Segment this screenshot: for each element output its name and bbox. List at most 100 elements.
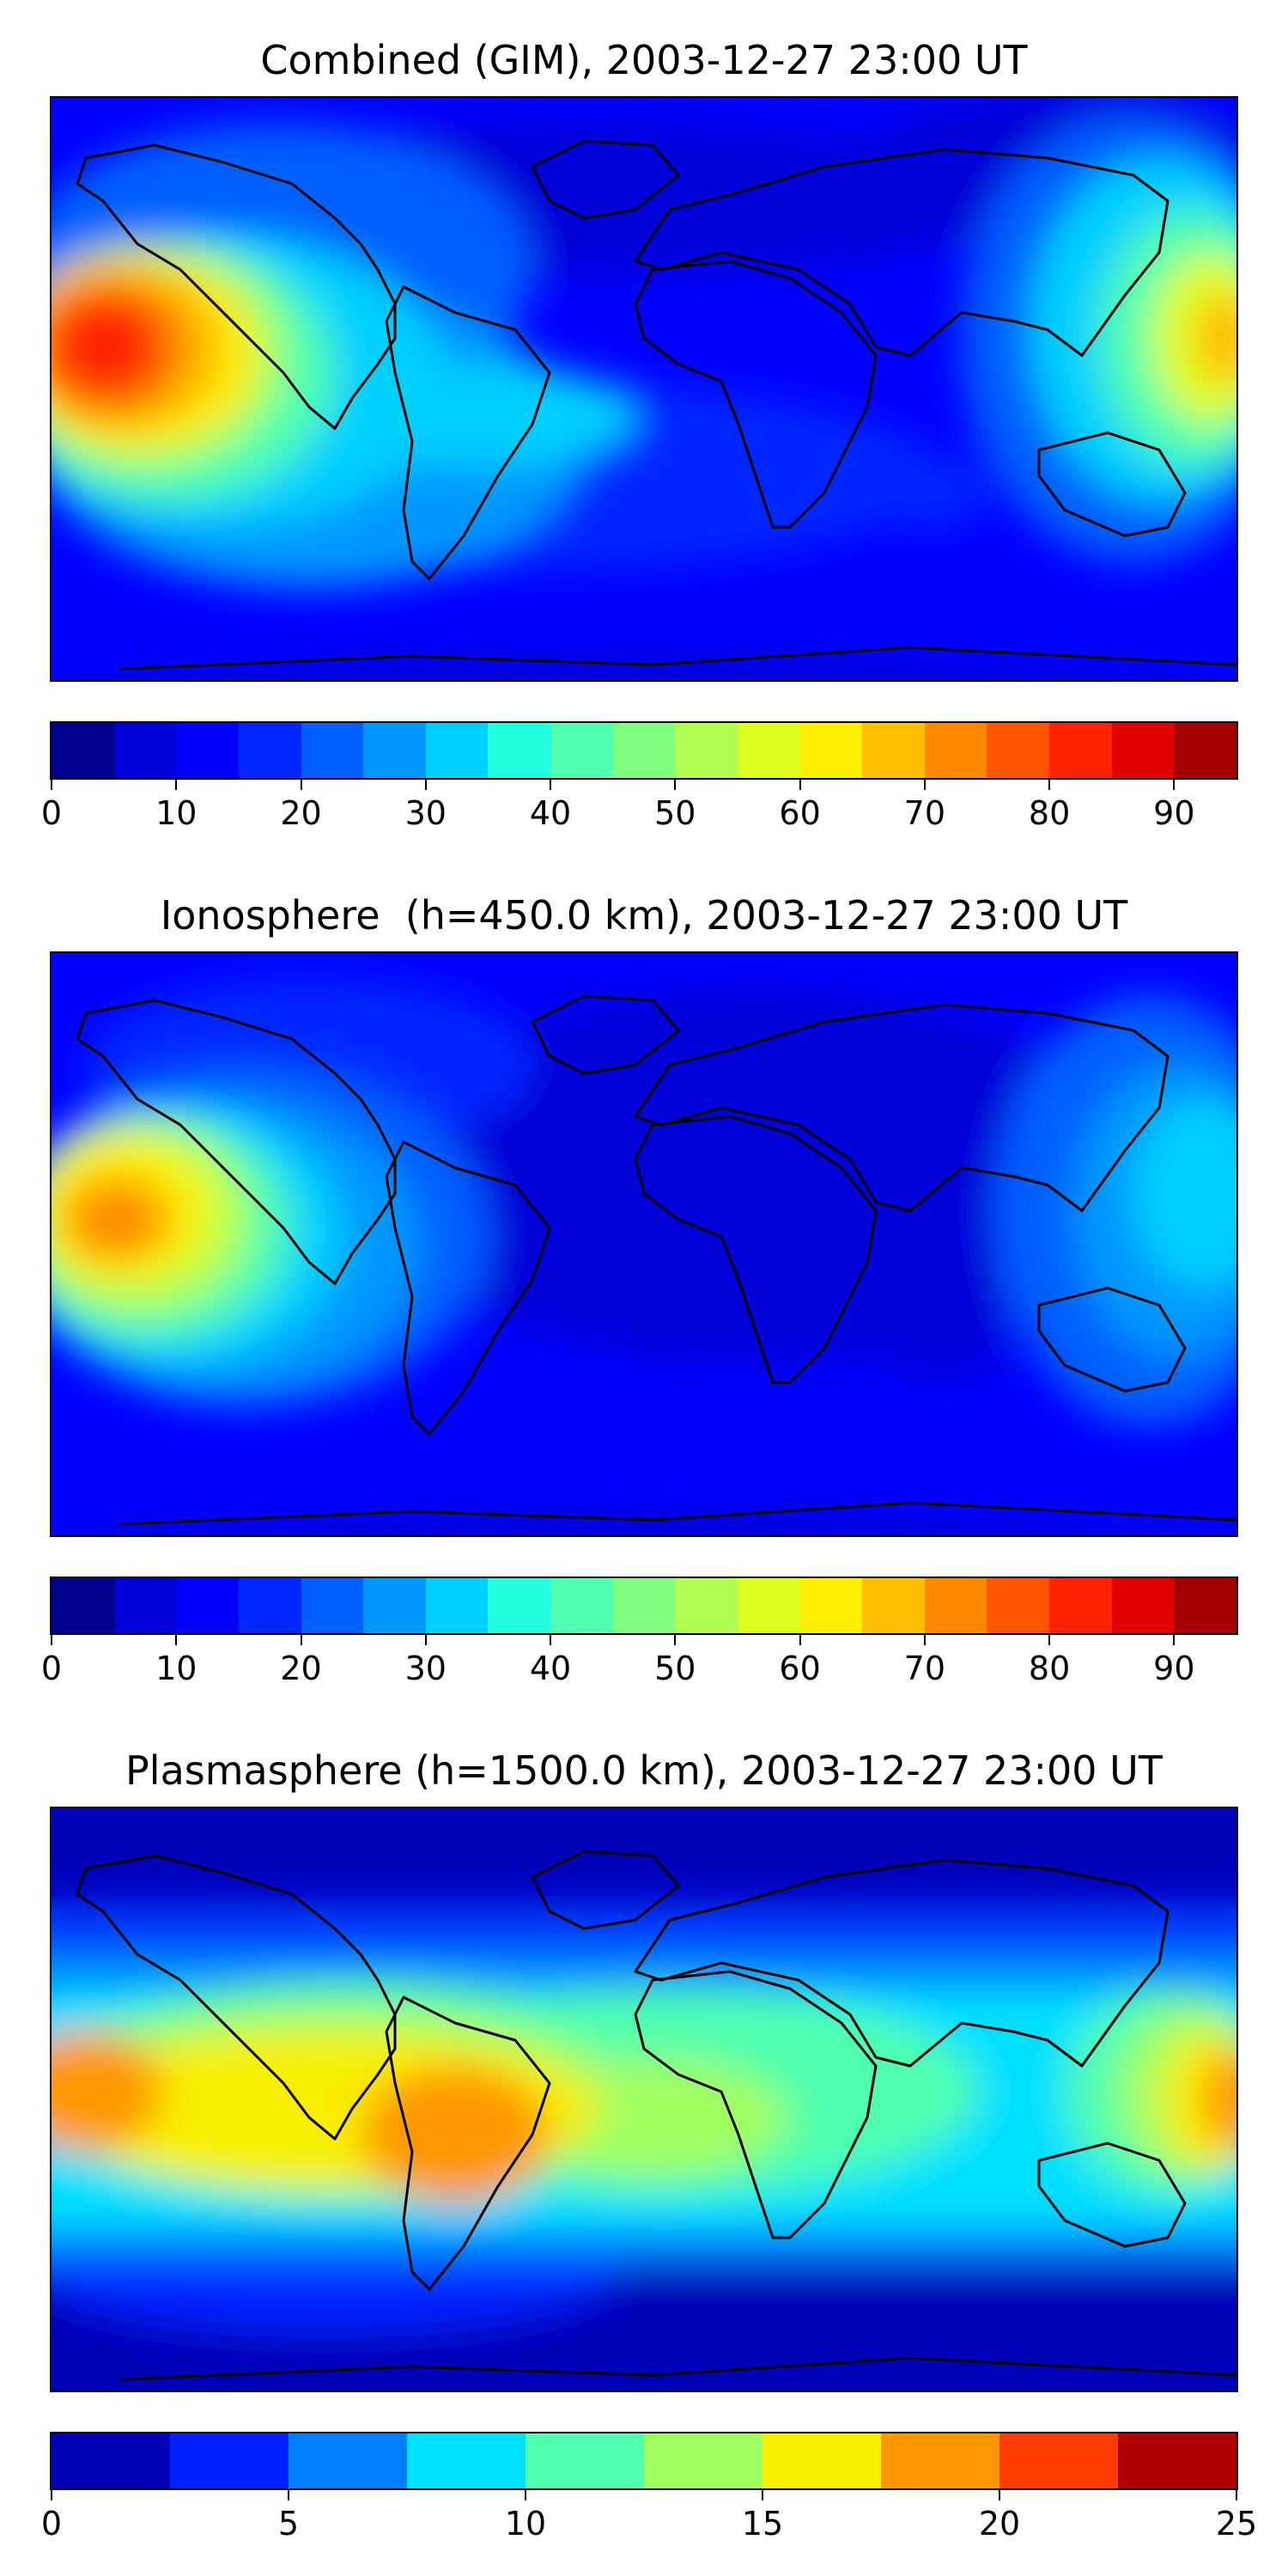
panel-title-plasmasphere: Plasmasphere (h=1500.0 km), 2003-12-27 2…: [125, 1747, 1163, 1794]
map-ionosphere: [50, 951, 1238, 1537]
colorbar-cell: [52, 2433, 170, 2488]
panel-title-ionosphere: Ionosphere (h=450.0 km), 2003-12-27 23:0…: [160, 892, 1128, 939]
colorbar-tick: [300, 780, 302, 790]
colorbar-cell: [675, 1578, 738, 1633]
colorbar-cell: [987, 723, 1049, 778]
colorbar-tick-label: 30: [404, 1649, 447, 1687]
map-combined: [50, 96, 1238, 682]
colorbar-tick: [999, 2490, 1000, 2500]
colorbar-cell: [762, 2433, 881, 2488]
colorbar-cell: [862, 1578, 925, 1633]
colorbar-tick: [550, 1635, 552, 1645]
colorbar-tick: [424, 1635, 427, 1645]
colorbar-cell: [407, 2433, 526, 2488]
colorbar-tick-label: 10: [155, 1649, 197, 1687]
colorbar-tick-label: 20: [978, 2505, 1021, 2543]
colorbar-cell: [1174, 1578, 1236, 1633]
colorbar-cell: [1118, 2433, 1236, 2488]
colorbar-tick: [674, 1635, 677, 1645]
colorbar-cell: [612, 1578, 676, 1633]
colorbar-cell: [1174, 723, 1236, 778]
colorbar-tick: [762, 2490, 763, 2500]
colorbar-tick-label: 0: [40, 794, 63, 832]
colorbar-ticks-combined: 0 10 20 30 40 50 60 70 80 90: [41, 780, 1238, 832]
colorbar-cell: [862, 723, 925, 778]
colorbar-cell: [301, 723, 364, 778]
colorbar-tick-label: 0: [40, 1649, 63, 1687]
colorbar-cell: [289, 2433, 407, 2488]
colorbar-cell: [1049, 1578, 1112, 1633]
colorbar-tick: [1173, 1635, 1176, 1645]
colorbar-tick-label: 40: [529, 794, 572, 832]
colorbar-tick-label: 10: [155, 794, 197, 832]
colorbar-tick: [300, 1635, 302, 1645]
colorbar-tick-label: 70: [903, 1649, 946, 1687]
colorbar-tick-label: 10: [504, 2505, 547, 2543]
colorbar-tick: [799, 1635, 801, 1645]
colorbar-tick-label: 0: [40, 2505, 63, 2543]
colorbar-cell: [737, 1578, 800, 1633]
colorbar-tick-label: 5: [277, 2505, 300, 2543]
colorbar-tick: [288, 2490, 289, 2500]
colorbar-plasmasphere: [50, 2432, 1238, 2490]
colorbar-tick: [923, 780, 926, 790]
colorbar-tick: [674, 780, 677, 790]
colorbar-cell: [488, 723, 550, 778]
colorbar-cell: [644, 2433, 762, 2488]
colorbar-cell: [924, 723, 987, 778]
colorbar-tick: [1048, 1635, 1051, 1645]
colorbar-tick-label: 70: [903, 794, 946, 832]
colorbar-cell: [1111, 723, 1175, 778]
colorbar-cell: [550, 1578, 613, 1633]
colorbar-tick-label: 20: [280, 1649, 322, 1687]
colorbar-tick: [923, 1635, 926, 1645]
colorbar-tick: [424, 780, 427, 790]
colorbar-ionosphere: [50, 1577, 1238, 1635]
colorbar-tick-label: 60: [779, 1649, 821, 1687]
colorbar-tick: [175, 1635, 178, 1645]
colorbar-tick: [525, 2490, 526, 2500]
colorbar-cell: [113, 723, 177, 778]
colorbar-cell: [238, 1578, 301, 1633]
colorbar-cell: [799, 1578, 863, 1633]
colorbar-tick: [175, 780, 178, 790]
colorbar-cell: [1049, 723, 1112, 778]
colorbar-tick-label: 30: [404, 794, 447, 832]
colorbar-cell: [488, 1578, 550, 1633]
colorbar-tick: [51, 2490, 52, 2500]
colorbar-combined: [50, 721, 1238, 780]
colorbar-tick: [1048, 780, 1051, 790]
tec-map-combined: [52, 98, 1236, 680]
colorbar-tick: [1236, 2490, 1237, 2500]
colorbar-cell: [612, 723, 676, 778]
colorbar-tick-label: 80: [1028, 794, 1071, 832]
colorbar-tick-label: 60: [779, 794, 821, 832]
colorbar-cell: [924, 1578, 987, 1633]
colorbar-cell: [550, 723, 613, 778]
colorbar-cell: [799, 723, 863, 778]
colorbar-tick-label: 90: [1153, 794, 1195, 832]
colorbar-tick: [1173, 780, 1176, 790]
colorbar-cell: [52, 723, 114, 778]
colorbar-tick: [51, 780, 52, 790]
colorbar-tick-label: 50: [654, 794, 696, 832]
colorbar-cell: [737, 723, 800, 778]
colorbar-cell: [113, 1578, 177, 1633]
colorbar-cell: [170, 2433, 289, 2488]
colorbar-tick-label: 25: [1215, 2505, 1258, 2543]
colorbar-cell: [301, 1578, 364, 1633]
colorbar-tick-label: 15: [741, 2505, 784, 2543]
colorbar-cell: [999, 2433, 1118, 2488]
colorbar-cell: [526, 2433, 644, 2488]
colorbar-cell: [238, 723, 301, 778]
colorbar-tick-label: 80: [1028, 1649, 1071, 1687]
colorbar-tick-label: 50: [654, 1649, 696, 1687]
colorbar-tick: [51, 1635, 52, 1645]
colorbar-ticks-ionosphere: 0 10 20 30 40 50 60 70 80 90: [41, 1635, 1238, 1687]
colorbar-tick-label: 40: [529, 1649, 572, 1687]
colorbar-tick-label: 20: [280, 794, 322, 832]
colorbar-cell: [176, 1578, 239, 1633]
colorbar-cell: [675, 723, 738, 778]
colorbar-ticks-plasmasphere: 0 5 10 15 20 25: [41, 2490, 1257, 2543]
colorbar-cell: [1111, 1578, 1175, 1633]
